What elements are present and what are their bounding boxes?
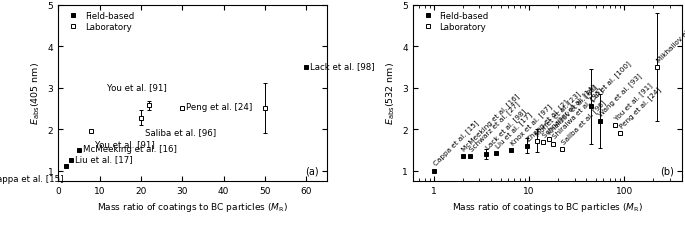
Text: You et al. [91]: You et al. [91]: [95, 140, 155, 148]
Text: Moffet et al. [23]: Moffet et al. [23]: [535, 90, 582, 137]
Text: McMeeking et al. [16]: McMeeking et al. [16]: [83, 144, 177, 153]
Text: (a): (a): [306, 166, 319, 176]
Text: Mikhailov et al. [22]: Mikhailov et al. [22]: [655, 8, 685, 63]
X-axis label: Mass ratio of coatings to BC particles ($M_\mathrm{R}$): Mass ratio of coatings to BC particles (…: [97, 200, 288, 213]
Text: Lack et al. [98]: Lack et al. [98]: [310, 62, 375, 71]
Text: You et al. [91]: You et al. [91]: [108, 83, 167, 92]
Y-axis label: $E_\mathrm{abs}$(532 nm): $E_\mathrm{abs}$(532 nm): [384, 62, 397, 125]
Text: You et al. [91]: You et al. [91]: [613, 81, 653, 121]
Text: McMeeking et al. [16]: McMeeking et al. [16]: [460, 92, 521, 152]
Legend: Field-based, Laboratory: Field-based, Laboratory: [62, 10, 136, 34]
Text: (b): (b): [660, 166, 673, 176]
Text: Saliba et al. [96]: Saliba et al. [96]: [145, 128, 216, 137]
Text: Liu et al. [17]: Liu et al. [17]: [75, 155, 132, 164]
Text: Peng et al. [24]: Peng et al. [24]: [618, 86, 662, 130]
Legend: Field-based, Laboratory: Field-based, Laboratory: [417, 10, 490, 34]
Text: Shiraiwa et al. [95]: Shiraiwa et al. [95]: [551, 87, 605, 140]
Text: Wang et al. [93]: Wang et al. [93]: [597, 72, 643, 117]
X-axis label: Mass ratio of coatings to BC particles ($M_\mathrm{R}$): Mass ratio of coatings to BC particles (…: [451, 200, 643, 213]
Text: Saliba et al. [96]: Saliba et al. [96]: [560, 99, 607, 145]
Text: Lack et al. [98]: Lack et al. [98]: [484, 107, 527, 150]
Text: Cappa et al. [15]: Cappa et al. [15]: [432, 119, 480, 167]
Text: Cappa et al. [15]: Cappa et al. [15]: [0, 175, 64, 184]
Text: Zhang et al. [2]: Zhang et al. [2]: [525, 98, 569, 142]
Text: Knox et al. [97]: Knox et al. [97]: [510, 102, 553, 146]
Text: Khalizov et al. [88]: Khalizov et al. [88]: [547, 83, 599, 136]
Text: Peng et al. [24]: Peng et al. [24]: [186, 103, 253, 112]
Text: Schnaiter et al. [14]: Schnaiter et al. [14]: [541, 83, 597, 139]
Y-axis label: $E_\mathrm{abs}$(405 nm): $E_\mathrm{abs}$(405 nm): [29, 62, 42, 125]
Text: Liu et al. [17]: Liu et al. [17]: [494, 111, 533, 149]
Text: Schwarz et al. [27]: Schwarz et al. [27]: [468, 100, 521, 152]
Text: Cui et al. [100]: Cui et al. [100]: [589, 60, 632, 103]
